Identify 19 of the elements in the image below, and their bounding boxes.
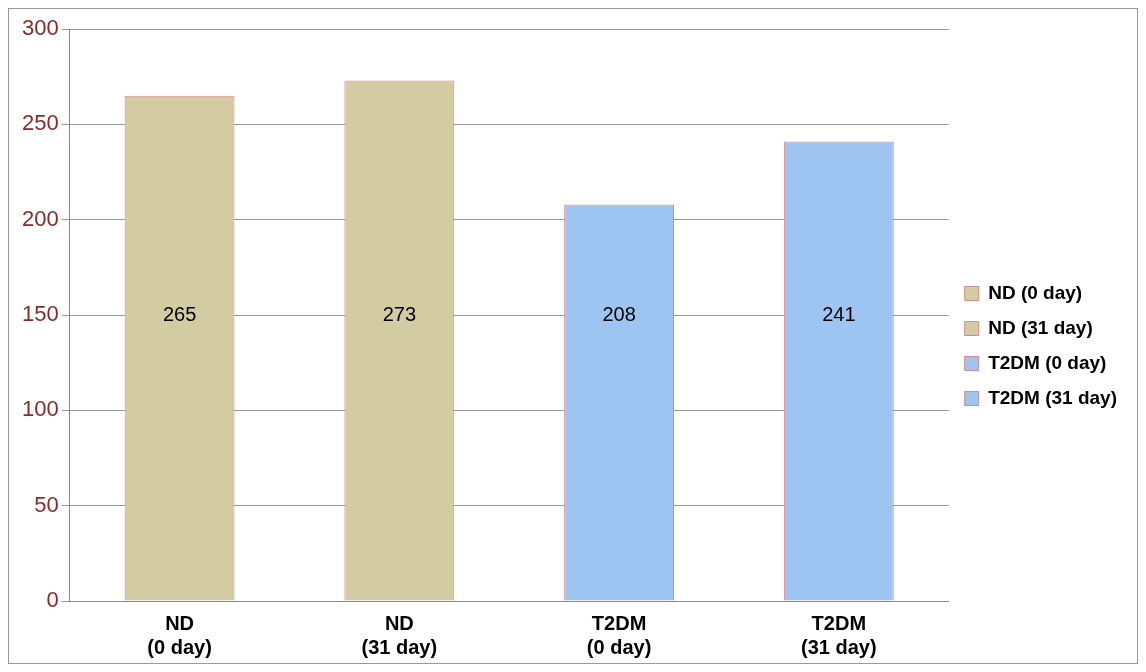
x-tick-label: T2DM (0 day) (586, 611, 652, 658)
y-tick-label: 50 (34, 491, 59, 517)
y-tick-label: 150 (21, 301, 59, 327)
legend-label: T2DM (31 day) (988, 386, 1118, 408)
data-label: 208 (602, 302, 636, 325)
data-label: 241 (822, 302, 856, 325)
y-tick-label: 0 (46, 587, 59, 613)
legend-label: ND (0 day) (988, 281, 1083, 303)
y-tick-label: 300 (21, 15, 59, 41)
y-tick-label: 200 (21, 205, 59, 231)
legend-label: T2DM (0 day) (988, 351, 1107, 373)
y-tick-label: 100 (21, 396, 59, 422)
data-label: 265 (162, 302, 197, 325)
y-tick-label: 250 (21, 110, 59, 136)
legend-label: ND (31 day) (988, 316, 1093, 338)
x-tick-label: ND (0 day) (147, 611, 212, 658)
x-tick-label: T2DM (31 day) (801, 611, 877, 658)
x-tick-label: ND (31 day) (361, 611, 438, 658)
data-label: 273 (382, 302, 417, 325)
